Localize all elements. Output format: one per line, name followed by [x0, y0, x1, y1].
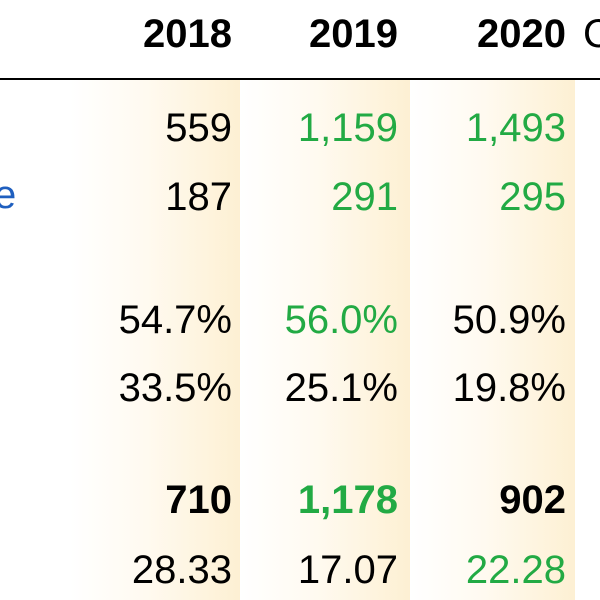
table-cell: 559: [165, 106, 232, 150]
table-cell: 710: [165, 478, 232, 522]
table-cell: 187: [165, 175, 232, 219]
table-cell: 28.33: [131, 548, 232, 592]
table-cell: 56.0%: [284, 298, 398, 342]
table-cell: 50.9%: [452, 298, 566, 342]
table-cell: 19.8%: [452, 366, 566, 410]
column-background-2019: [240, 80, 410, 600]
column-background-2018: [70, 80, 240, 600]
table-cell: 33.5%: [118, 366, 232, 410]
header-divider: [0, 78, 600, 80]
table-cell: 1,178: [297, 478, 398, 522]
column-background-2020: [410, 80, 575, 600]
table-cell: 22.28: [465, 548, 566, 592]
column-header-2020: 2020: [477, 12, 566, 56]
table-cell: 902: [499, 478, 566, 522]
table-cell: 295: [499, 175, 566, 219]
column-header-2019: 2019: [309, 12, 398, 56]
table-cell: 54.7%: [118, 298, 232, 342]
table-cell: 1,159: [297, 106, 398, 150]
column-header-clipped: C: [583, 12, 600, 56]
table-cell: 1,493: [465, 106, 566, 150]
table-cell: 25.1%: [284, 366, 398, 410]
row-label-clipped: e: [0, 173, 17, 217]
column-header-2018: 2018: [143, 12, 232, 56]
table-cell: 17.07: [297, 548, 398, 592]
table-cell: 291: [331, 175, 398, 219]
